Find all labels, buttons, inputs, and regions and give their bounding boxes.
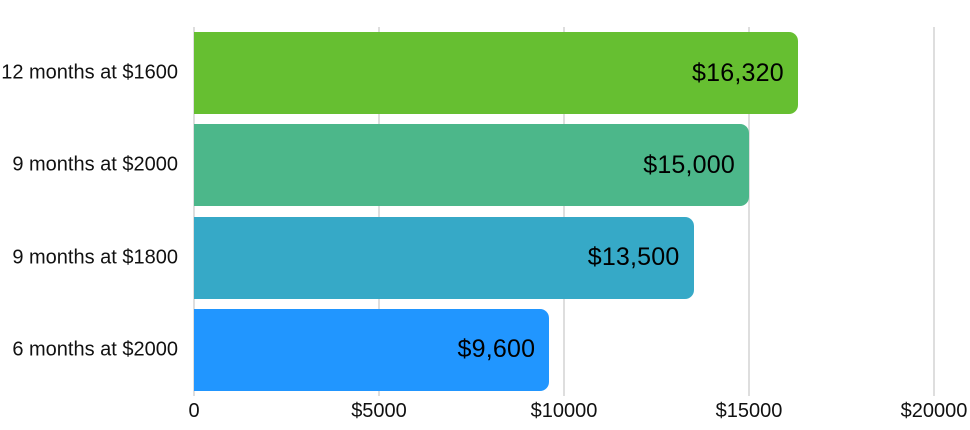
bar-row: $15,000 bbox=[194, 119, 934, 211]
bar-2: $15,000 bbox=[194, 124, 749, 207]
gridline-10000 bbox=[563, 27, 565, 396]
x-tick-label: $5000 bbox=[351, 400, 407, 422]
bar-4: $9,600 bbox=[194, 308, 550, 391]
x-tick-label: $15000 bbox=[715, 400, 783, 422]
bar-row: $16,320 bbox=[194, 27, 934, 119]
gridline-15000 bbox=[748, 27, 750, 396]
bar-row: $9,600 bbox=[194, 304, 934, 396]
bar-value-label: $16,320 bbox=[692, 58, 784, 87]
category-label: 9 months at $2000 bbox=[12, 153, 178, 176]
value-axis: 0 $5000 $10000 $15000 $20000 bbox=[0, 396, 970, 430]
bar-value-label: $13,500 bbox=[587, 243, 680, 272]
category-axis: 12 months at $1600 9 months at $2000 9 mon… bbox=[0, 27, 178, 396]
bar-1: $16,320 bbox=[194, 32, 798, 115]
bar-row: $13,500 bbox=[194, 212, 934, 304]
category-label: 6 months at $2000 bbox=[12, 338, 178, 361]
category-label: 9 months at $1800 bbox=[12, 246, 178, 269]
x-tick-label: $10000 bbox=[530, 400, 598, 422]
bar-3: $13,500 bbox=[194, 216, 694, 299]
x-tick-label: 0 bbox=[188, 400, 200, 422]
plot-area: $16,320 $15,000 $13,500 $9,600 bbox=[193, 27, 935, 396]
gridline-5000 bbox=[378, 27, 380, 396]
bar-value-label: $15,000 bbox=[643, 150, 735, 179]
bar-value-label: $9,600 bbox=[457, 335, 536, 364]
category-label: 12 months at $1600 bbox=[1, 61, 178, 84]
gridline-20000 bbox=[933, 27, 935, 396]
gridline-0 bbox=[193, 27, 195, 396]
x-tick-label: $20000 bbox=[900, 400, 968, 422]
